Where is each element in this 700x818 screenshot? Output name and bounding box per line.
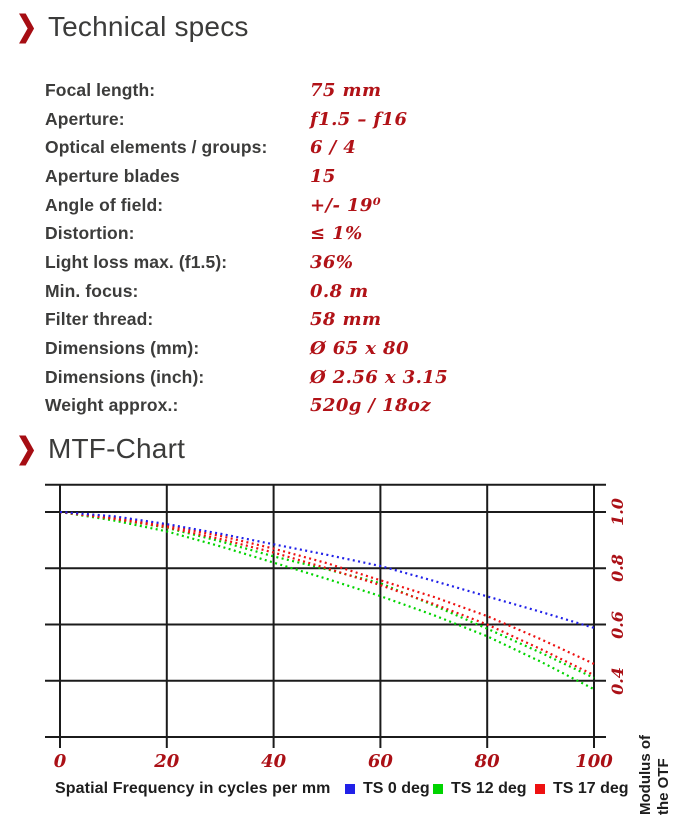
y-tick-label: 0.8 <box>608 554 627 583</box>
legend-item: TS 12 deg <box>433 780 527 798</box>
spec-label: Min. focus: <box>45 280 139 301</box>
x-tick-label: 80 <box>474 751 500 772</box>
spec-value: 520g / 18oz <box>310 395 431 417</box>
spec-row: Angle of field: +/- 19⁰ <box>45 191 665 220</box>
chart-section-heading: ❯ MTF-Chart <box>16 432 186 465</box>
spec-row: Focal length: 75 mm <box>45 76 665 105</box>
spec-row: Min. focus: 0.8 m <box>45 277 665 306</box>
spec-label: Dimensions (mm): <box>45 338 200 359</box>
legend-label: TS 0 deg <box>363 780 430 797</box>
legend-label: TS 12 deg <box>451 780 527 797</box>
mtf-curve <box>59 510 595 665</box>
legend-swatch-icon <box>535 784 545 794</box>
spec-row: Dimensions (inch): Ø 2.56 x 3.15 <box>45 363 665 392</box>
spec-label: Optical elements / groups: <box>45 137 268 158</box>
spec-row: Optical elements / groups: 6 / 4 <box>45 133 665 162</box>
mtf-curve <box>59 510 595 677</box>
y-tick-label: 1.0 <box>608 498 627 526</box>
spec-value: 36% <box>310 251 354 273</box>
spec-value: 75 mm <box>310 79 382 101</box>
spec-row: Dimensions (mm): Ø 65 x 80 <box>45 334 665 363</box>
spec-label: Aperture: <box>45 108 125 129</box>
spec-label: Focal length: <box>45 79 156 100</box>
spec-value: 6 / 4 <box>310 137 357 159</box>
legend-item: TS 17 deg <box>535 780 629 798</box>
legend-swatch-icon <box>433 784 443 794</box>
legend-label: TS 17 deg <box>553 780 629 797</box>
spec-value: f1.5 – f16 <box>310 108 408 130</box>
spec-value: 58 mm <box>310 309 382 331</box>
spec-label: Light loss max. (f1.5): <box>45 251 228 272</box>
mtf-curve <box>59 510 595 679</box>
x-axis-title: Spatial Frequency in cycles per mm <box>55 780 331 797</box>
mtf-curve <box>59 510 595 691</box>
y-axis-title-line2: the OTF <box>655 758 672 815</box>
spec-row: Weight approx.: 520g / 18oz <box>45 392 665 421</box>
spec-value: 15 <box>310 165 336 187</box>
mtf-chart-plot <box>45 483 606 748</box>
chart-title: MTF-Chart <box>47 433 186 464</box>
y-axis-title: Modulus of the OTF <box>637 695 673 815</box>
spec-value: Ø 65 x 80 <box>310 338 409 360</box>
specs-title: Technical specs <box>47 11 249 42</box>
spec-row: Light loss max. (f1.5): 36% <box>45 248 665 277</box>
spec-row: Distortion: ≤ 1% <box>45 219 665 248</box>
chevron-icon: ❯ <box>16 10 37 43</box>
legend-swatch-icon <box>345 784 355 794</box>
spec-label: Angle of field: <box>45 194 164 215</box>
mtf-chart: 0 20 40 60 80 100 1.0 0.8 0.6 0.4 Spatial Frequen… <box>0 470 700 818</box>
spec-row: Aperture blades 15 <box>45 162 665 191</box>
spec-value: +/- 19⁰ <box>310 194 382 216</box>
specs-section-heading: ❯ Technical specs <box>16 10 249 43</box>
y-tick-label: 0.4 <box>608 666 627 695</box>
spec-label: Dimensions (inch): <box>45 366 205 387</box>
spec-label: Aperture blades <box>45 165 180 186</box>
spec-value: Ø 2.56 x 3.15 <box>310 366 449 388</box>
x-tick-label: 20 <box>154 751 180 772</box>
spec-list: Focal length: 75 mm Aperture: f1.5 – f16 Opt… <box>45 76 665 420</box>
x-tick-label: 60 <box>367 751 393 772</box>
spec-label: Filter thread: <box>45 309 154 330</box>
x-tick-label: 0 <box>53 751 67 772</box>
x-tick-label: 100 <box>575 751 613 772</box>
legend-item: TS 0 deg <box>345 780 430 798</box>
spec-label: Distortion: <box>45 223 135 244</box>
y-tick-label: 0.6 <box>608 610 627 639</box>
y-axis-title-line1: Modulus of <box>637 735 654 815</box>
chevron-icon: ❯ <box>16 432 37 465</box>
spec-row: Filter thread: 58 mm <box>45 306 665 335</box>
spec-row: Aperture: f1.5 – f16 <box>45 105 665 134</box>
spec-label: Weight approx.: <box>45 395 179 416</box>
spec-value: 0.8 m <box>310 280 369 302</box>
spec-value: ≤ 1% <box>310 223 363 245</box>
x-tick-label: 40 <box>261 751 287 772</box>
mtf-curve <box>59 510 595 629</box>
